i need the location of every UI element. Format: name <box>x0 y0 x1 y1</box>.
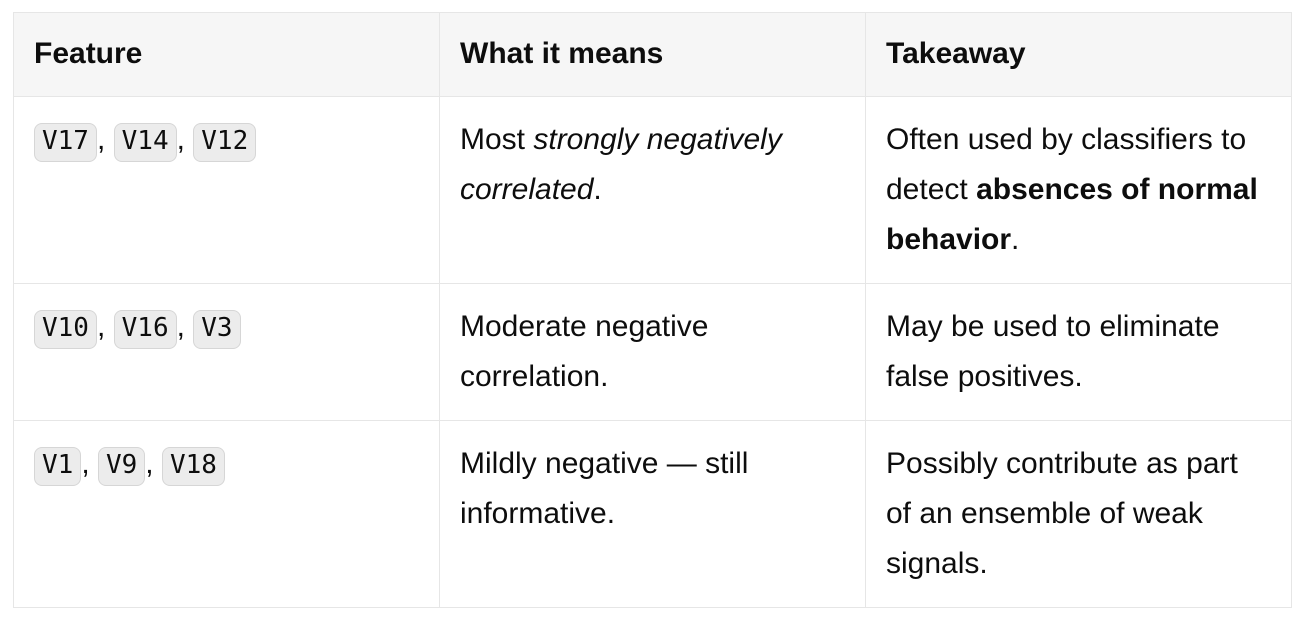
text-segment-normal: . <box>593 173 602 206</box>
feature-code-badge: V14 <box>113 123 177 162</box>
table-row: V17, V14, V12 Most strongly negatively co… <box>13 96 1292 284</box>
feature-cell: V10, V16, V3 <box>13 283 440 421</box>
feature-code-badge: V16 <box>113 310 177 349</box>
feature-cell: V17, V14, V12 <box>13 96 440 284</box>
table-head: Feature What it means Takeaway <box>13 12 1292 97</box>
feature-code-badge: V17 <box>34 123 97 162</box>
feature-code-badge: V1 <box>34 447 82 486</box>
table-row: V1, V9, V18 Mildly negative — still infor… <box>13 420 1292 608</box>
column-header-takeaway: Takeaway <box>865 12 1292 97</box>
text-segment-normal: Moderate negative correlation. <box>460 310 709 393</box>
text-segment-normal: Most <box>460 123 534 156</box>
header-row: Feature What it means Takeaway <box>13 12 1292 97</box>
text-segment-bold: absences of normal behavior <box>886 173 1258 256</box>
takeaway-cell: Possibly contribute as part of an ensemb… <box>865 420 1292 608</box>
text-segment-italic: strongly negatively correlated <box>460 123 782 206</box>
text-segment-normal: Mildly negative — still informative. <box>460 447 749 530</box>
feature-code-badge: V12 <box>193 123 257 162</box>
takeaway-cell: May be used to eliminate false positives… <box>865 283 1292 421</box>
feature-code-badge: V10 <box>34 310 97 349</box>
text-segment-normal: May be used to eliminate false positives… <box>886 310 1220 393</box>
feature-code-badge: V3 <box>193 310 241 349</box>
table-row: V10, V16, V3 Moderate negative correlatio… <box>13 283 1292 421</box>
feature-code-badge: V18 <box>161 447 225 486</box>
text-segment-normal: Possibly contribute as part of an ensemb… <box>886 447 1238 580</box>
text-segment-normal: Often used by classifiers to detect <box>886 123 1247 206</box>
table-body: V17, V14, V12 Most strongly negatively co… <box>13 96 1292 608</box>
takeaway-cell: Often used by classifiers to detect abse… <box>865 96 1292 284</box>
feature-code-badge: V9 <box>97 447 146 486</box>
meaning-cell: Mildly negative — still informative. <box>439 420 866 608</box>
column-header-meaning: What it means <box>439 12 866 97</box>
meaning-cell: Most strongly negatively correlated. <box>439 96 866 284</box>
feature-cell: V1, V9, V18 <box>13 420 440 608</box>
text-segment-normal: . <box>1011 223 1020 256</box>
feature-correlation-table: Feature What it means Takeaway V17, V14, V… <box>13 12 1292 608</box>
meaning-cell: Moderate negative correlation. <box>439 283 866 421</box>
column-header-feature: Feature <box>13 12 440 97</box>
